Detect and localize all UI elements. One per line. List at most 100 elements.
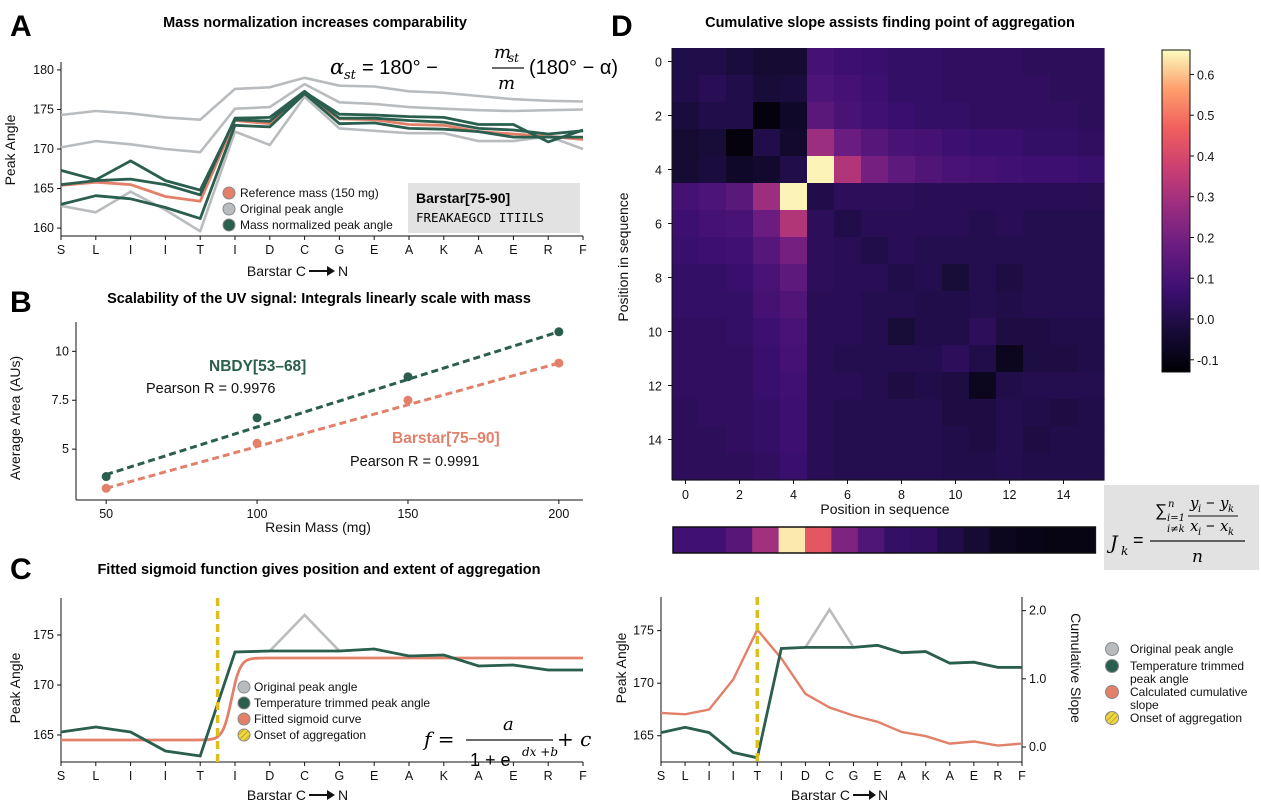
heatmap-cell [1077, 237, 1105, 265]
heatmap-cell [780, 183, 808, 211]
heatmap-cell [1050, 345, 1078, 373]
x-tick-label: A [474, 769, 483, 783]
legend-marker-sigmoid [237, 712, 251, 726]
heatmap-cell [861, 372, 889, 400]
x-tick-label: A [474, 243, 483, 257]
heatmap-cell [699, 318, 727, 346]
x-tick-label: I [233, 769, 236, 783]
heatmap-cell [1023, 453, 1051, 481]
y-tick-label: 175 [633, 624, 654, 638]
formula-mid: = 180° − [362, 57, 438, 79]
heatmap-cell [915, 129, 943, 157]
heatmap-cell [699, 264, 727, 292]
x-tick-label: 4 [790, 488, 797, 502]
panel-b-axes: 5 7.5 10 50 100 150 200 [52, 322, 583, 521]
strip-cell [805, 527, 832, 553]
x-tick-label: T [753, 769, 761, 783]
x-tick-label: S [657, 769, 665, 783]
x-tick-label: 50 [99, 507, 113, 521]
annot-nbdy-name: NBDY[53–68] [209, 358, 306, 375]
heatmap-cell [915, 183, 943, 211]
panel-e-xlabel: Barstar C N [791, 787, 888, 803]
legend-cumulative-2: slope [1130, 698, 1159, 712]
arrow-right-icon [853, 790, 876, 800]
heatmap-cell [699, 399, 727, 427]
sequence-box-title: Barstar[75-90] [416, 190, 510, 206]
y-tick-label: 14 [648, 434, 662, 448]
colorbar-gradient [1161, 49, 1191, 373]
heatmap-cell [1023, 318, 1051, 346]
panel-d-title: Cumulative slope assists finding point o… [705, 15, 1075, 31]
heatmap-cell [834, 75, 862, 103]
heatmap-cell [1050, 48, 1078, 76]
heatmap-cell [942, 372, 970, 400]
strip-cell [857, 527, 885, 553]
panel-d-formula-box: J k = ∑ n i=1 i≠k y i − y k x i − x k n [1104, 485, 1259, 570]
heatmap-cell [942, 237, 970, 265]
heatmap-cell [861, 237, 889, 265]
series-gray-line-3 [60, 95, 584, 233]
heatmap-cell [861, 318, 889, 346]
heatmap-cell [1050, 156, 1078, 184]
x-tick-label: T [196, 243, 204, 257]
heatmap-cell [807, 102, 835, 130]
heatmap-cell [1077, 399, 1105, 427]
heatmap-cell [726, 156, 754, 184]
y-tick-label: 0 [655, 56, 662, 70]
arrow-right-icon [309, 266, 335, 276]
legend-marker-onset [1105, 711, 1119, 725]
heatmap-cell [861, 48, 889, 76]
heatmap-cell [888, 102, 916, 130]
heatmap-cell [888, 156, 916, 184]
heatmap-cell [726, 237, 754, 265]
heatmap-cell [834, 156, 862, 184]
heatmap-cell [969, 426, 997, 454]
heatmap-cell [753, 129, 781, 157]
panel-c-xlabel-suffix: N [338, 787, 348, 803]
heatmap-cell [1023, 264, 1051, 292]
x-tick-label: 10 [949, 488, 963, 502]
legend-reference: Reference mass (150 mg) [240, 186, 379, 200]
colorbar-tick-label: 0.6 [1197, 68, 1214, 82]
colorbar-tick-label: -0.1 [1197, 354, 1219, 368]
jk-frac-den: x [1190, 517, 1199, 535]
x-tick-label: I [164, 243, 167, 257]
heatmap-cell [726, 372, 754, 400]
x-tick-label: I [129, 243, 132, 257]
heatmap-cell [861, 102, 889, 130]
heatmap-cell [861, 264, 889, 292]
heatmap-cell [861, 291, 889, 319]
y-tick-label: 170 [33, 142, 54, 156]
strip-cell [1042, 527, 1070, 553]
heatmap-cell [888, 264, 916, 292]
heatmap-cell [969, 102, 997, 130]
svg-text:=: = [1133, 530, 1144, 550]
heatmap-cell [834, 210, 862, 238]
x-tick-label: 6 [844, 488, 851, 502]
heatmap-cell [1077, 102, 1105, 130]
heatmap-cell [888, 291, 916, 319]
heatmap-cell [672, 345, 700, 373]
heatmap-cell [1050, 372, 1078, 400]
heatmap-cell [969, 75, 997, 103]
heatmap-cell [942, 156, 970, 184]
heatmap-cell [672, 48, 700, 76]
heatmap-cell [996, 318, 1024, 346]
heatmap-cell [672, 183, 700, 211]
heatmap-cell [834, 237, 862, 265]
heatmap-cell [1050, 291, 1078, 319]
sigmoid-den-sup: dx +b [522, 745, 558, 759]
heatmap-cell [915, 453, 943, 481]
legend-sigmoid: Fitted sigmoid curve [254, 712, 362, 726]
formula-lhs: α [330, 55, 344, 79]
x-tick-label: L [92, 243, 99, 257]
heatmap-cell [726, 102, 754, 130]
fit-line-0 [105, 330, 560, 477]
heatmap-cell [834, 129, 862, 157]
y-tick-label: 7.5 [52, 393, 69, 407]
jk-sum-sub1: i=1 [1167, 513, 1185, 524]
y-tick-label: 180 [33, 63, 54, 77]
panel-a-axes: 160 165 170 175 180 S L I I T I D C G E A K A E R F [33, 62, 587, 257]
series-trimmed-line [660, 643, 1022, 760]
